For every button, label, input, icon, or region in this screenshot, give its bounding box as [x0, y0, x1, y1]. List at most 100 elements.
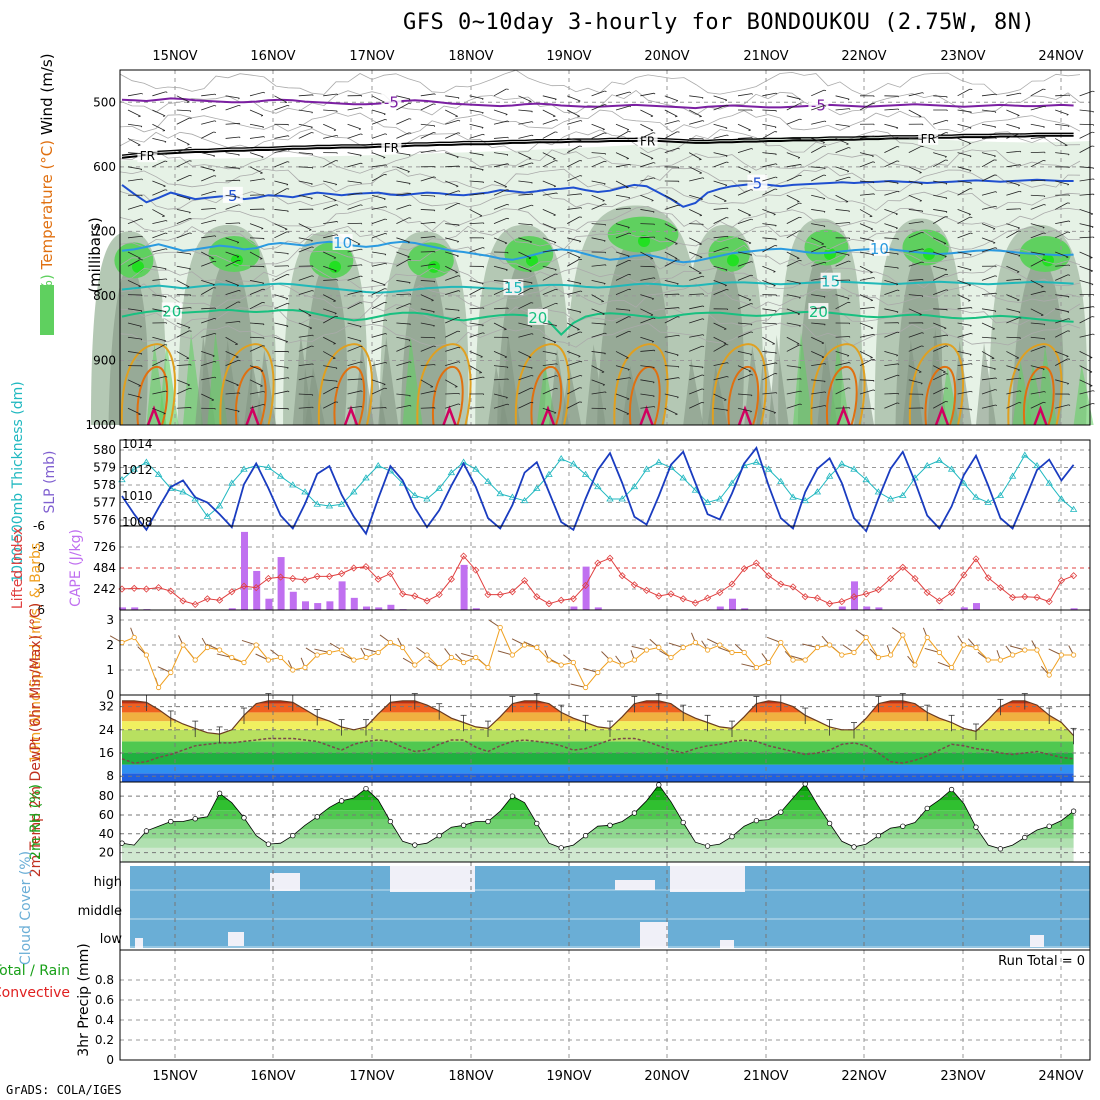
wind-barb-flag [824, 261, 827, 264]
wind-barb [859, 351, 873, 359]
wind-barb-shaft [445, 95, 460, 99]
wind-barb-flag [701, 198, 703, 201]
wind-barb [152, 359, 168, 366]
wind-barb-flag [263, 91, 266, 94]
wind-barb [249, 91, 266, 97]
wind-barb-flag [1093, 178, 1095, 181]
thickness-marker [813, 488, 822, 495]
wind-barb [420, 263, 436, 267]
precip-ylabel: 3hr Precip (mm) [76, 943, 92, 1056]
wind-barb-flag [628, 197, 631, 199]
wind-barb [786, 174, 802, 182]
thickness-marker [228, 479, 236, 486]
wind-barb [713, 123, 728, 130]
wind-barb [347, 361, 363, 367]
wind-barb [274, 407, 289, 410]
wind-barb-shaft [933, 159, 946, 168]
wind-barb-shaft [396, 95, 411, 100]
wind-barb [201, 207, 216, 210]
wind-barb [786, 194, 800, 203]
upper-air-ylabel-part: Wind (m/s) [38, 53, 56, 135]
wind-barb-flag [334, 199, 337, 202]
wind-barb-shaft [786, 403, 801, 409]
precip-tick-label: 0.6 [95, 993, 114, 1007]
wind-barb-flag [748, 171, 752, 174]
wind-barb [884, 280, 899, 286]
cape-bar [363, 606, 370, 610]
wind-barb-shaft [567, 193, 582, 196]
wind-barb-flag [311, 183, 313, 186]
wind-barb-shaft [176, 194, 191, 200]
lifted-index-marker [301, 576, 309, 584]
wind-barb-shaft [347, 405, 362, 409]
wind-barb-shaft [542, 95, 557, 100]
wind-barb-shaft [762, 237, 777, 240]
wind-barb-flag [775, 92, 778, 95]
wind-barb-shaft [1079, 402, 1093, 409]
wind-barb [152, 123, 166, 132]
wind-barb [957, 280, 971, 287]
wind-barb-shaft [542, 119, 557, 125]
wind-barb-flag [873, 307, 875, 309]
wind-barb-shaft [298, 375, 313, 381]
wind-barb-shaft [249, 322, 264, 325]
wind-barb-shaft [493, 109, 508, 115]
wind-barb-flag [408, 339, 411, 342]
wind-barb-shaft [762, 209, 776, 215]
wind-barb [811, 379, 826, 383]
wind-barb-flag [433, 132, 436, 134]
wind-barb [859, 294, 873, 302]
wind-barb-flag [458, 190, 461, 192]
wind-barb [420, 123, 436, 127]
rh-low-streak [292, 334, 313, 425]
cloud-clear-patch [390, 866, 475, 892]
wind-barb-shaft [152, 180, 166, 187]
top-date-label: 16NOV [250, 49, 295, 64]
wind-barb-flag [530, 326, 533, 328]
wind-barb [615, 207, 631, 210]
lifted-index-marker [704, 594, 712, 602]
wind-barb-shaft [152, 160, 166, 168]
wind-speed-marker [326, 649, 332, 656]
lifted-index-marker [362, 563, 370, 571]
wind-barb [737, 251, 753, 256]
wind-barb-flag [580, 207, 583, 209]
wind-barb [859, 135, 875, 139]
wind-barb [591, 351, 606, 355]
wind-barb-shaft [981, 123, 996, 128]
wind-barb [152, 294, 167, 298]
lifted-index-marker [1070, 572, 1078, 580]
wind-barb-flag [602, 313, 605, 316]
top-date-label: 22NOV [841, 49, 886, 64]
thickness-tick-label: 578 [93, 478, 116, 492]
wind-barb [567, 109, 580, 118]
wind-barb [152, 265, 167, 270]
pressure-tick-label: 800 [93, 289, 116, 303]
wind-barb-shaft [445, 165, 460, 168]
wind-barb-shaft [567, 95, 581, 102]
run-total-label: Run Total = 0 [998, 954, 1085, 969]
wind-barb-flag [482, 324, 484, 327]
thickness-marker [508, 493, 517, 500]
wind-barb [567, 360, 583, 366]
rh-bright-core [132, 260, 144, 273]
wind-barb-flag [995, 93, 997, 96]
wind-barb-shaft [347, 264, 362, 267]
wind-barb-flag [944, 327, 947, 330]
wind-barb [835, 294, 850, 300]
wind-barb-flag [140, 353, 143, 355]
wind-barb-flag [823, 211, 826, 213]
wind-barb-flag [358, 128, 361, 130]
wind-barb [835, 279, 851, 282]
wind-barb [298, 375, 314, 381]
wind-barb-shaft [1079, 236, 1094, 239]
wind-barb [689, 237, 702, 246]
wind-barb-flag [1018, 369, 1020, 371]
wind-barb [615, 377, 631, 381]
thickness-marker [825, 472, 834, 479]
wind-barb-shaft [420, 236, 435, 239]
wind-barb [762, 336, 775, 345]
wind-barb-shaft [908, 145, 922, 153]
thickness-marker [789, 493, 797, 500]
wind-barb-shaft [249, 345, 263, 352]
